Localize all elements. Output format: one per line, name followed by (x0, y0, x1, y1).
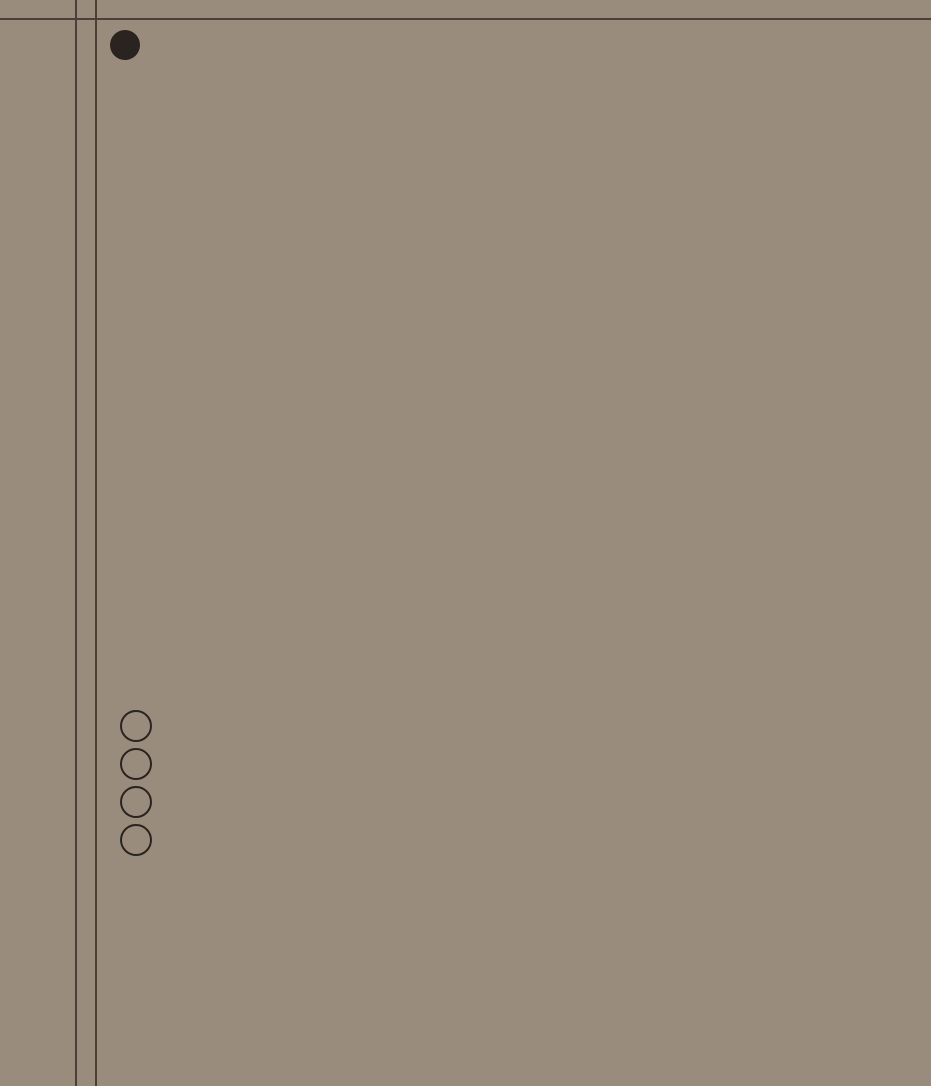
top-rule (0, 18, 931, 20)
option-b[interactable] (120, 748, 920, 780)
margin-rule-inner (95, 0, 97, 1086)
option-letter (120, 748, 152, 780)
margin-rule-outer (75, 0, 77, 1086)
question-number-badge (110, 30, 140, 60)
graph-svg (215, 70, 815, 690)
answer-options (120, 710, 920, 856)
question-header (110, 30, 920, 60)
question-content (110, 30, 920, 862)
option-letter (120, 786, 152, 818)
option-letter (120, 824, 152, 856)
option-a[interactable] (120, 710, 920, 742)
worksheet-page (0, 0, 931, 1086)
option-d[interactable] (120, 824, 920, 856)
coordinate-graph (215, 70, 815, 690)
option-letter (120, 710, 152, 742)
option-c[interactable] (120, 786, 920, 818)
